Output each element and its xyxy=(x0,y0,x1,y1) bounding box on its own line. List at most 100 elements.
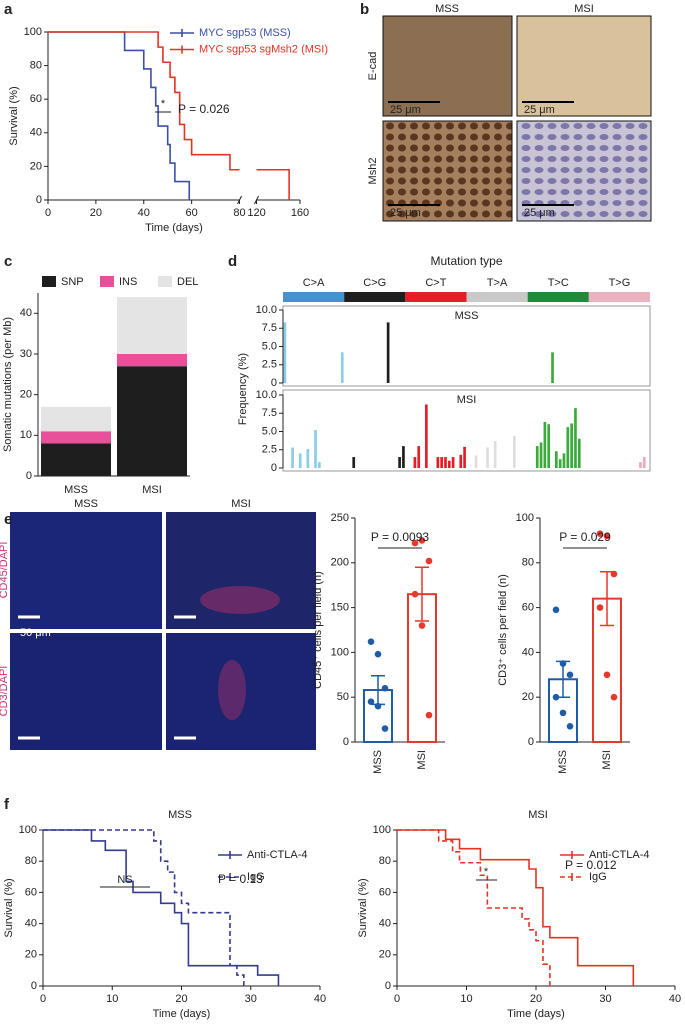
data-point xyxy=(418,537,426,544)
bar xyxy=(352,457,356,468)
panel-label: d xyxy=(228,253,237,270)
x-tick-label: 80 xyxy=(233,207,245,219)
bar xyxy=(535,446,539,468)
x-axis-label: Time (days) xyxy=(153,1008,211,1020)
data-point xyxy=(603,532,611,540)
y-tick-label: 80 xyxy=(522,557,534,569)
bar xyxy=(512,435,516,468)
bar xyxy=(451,457,455,468)
y-tick-label: 20 xyxy=(20,389,32,401)
y-tick-label: 7.5 xyxy=(262,407,277,419)
group-strip xyxy=(344,292,406,302)
bar xyxy=(402,446,405,468)
data-point xyxy=(411,590,419,598)
image xyxy=(10,512,162,629)
data-point xyxy=(603,671,611,679)
row-label: E-cad xyxy=(367,52,379,81)
x-tick-label: 0 xyxy=(394,993,400,1005)
x-axis-label: Time (days) xyxy=(507,1008,565,1020)
chart-title: Mutation type xyxy=(430,254,502,268)
data-point xyxy=(418,622,426,629)
x-tick-label: MSS xyxy=(372,750,384,774)
y-tick-label: 0 xyxy=(271,377,277,389)
image xyxy=(166,633,316,750)
panel-e-images: 50 μm MSS MSI CD45/DAPI CD3/DAPI xyxy=(0,498,316,750)
y-axis-label: Somatic mutations (per Mb) xyxy=(2,317,14,452)
group-label: C>T xyxy=(425,277,446,289)
x-tick-label: 160 xyxy=(291,207,309,219)
y-tick-label: 100 xyxy=(331,646,349,658)
bar xyxy=(398,457,401,468)
bar-segment xyxy=(117,354,187,367)
y-tick-label: 200 xyxy=(331,557,349,569)
legend-label: Anti-CTLA-4 xyxy=(589,849,650,861)
y-axis-label: Survival (%) xyxy=(357,878,369,937)
bar xyxy=(436,457,440,468)
scale-label: 25 μm xyxy=(390,207,421,219)
y-tick-label: 60 xyxy=(25,886,37,898)
group-strip xyxy=(405,292,467,302)
panel-label: c xyxy=(4,253,12,270)
bar xyxy=(547,424,551,468)
bar-segment xyxy=(117,297,187,354)
y-tick-label: 100 xyxy=(516,512,534,524)
data-point xyxy=(596,604,604,611)
significance: * xyxy=(161,98,166,110)
panel-label: f xyxy=(4,796,10,813)
bar xyxy=(566,427,570,468)
data-point xyxy=(552,693,560,701)
survival-curve xyxy=(43,829,280,986)
data-point xyxy=(566,671,574,679)
legend-label: SNP xyxy=(61,276,84,288)
x-tick-label: MSS xyxy=(557,750,569,774)
bar xyxy=(298,453,302,468)
scale-label: 25 μm xyxy=(390,104,421,116)
x-tick-label: 60 xyxy=(186,207,198,219)
bar xyxy=(642,457,646,468)
y-tick-label: 10.0 xyxy=(256,304,277,316)
y-tick-label: 20 xyxy=(25,949,37,961)
bar xyxy=(444,457,447,468)
row-label: Msh2 xyxy=(367,158,379,185)
y-tick-label: 2.5 xyxy=(262,359,277,371)
row-label: CD3/DAPI xyxy=(0,666,10,717)
image xyxy=(10,633,162,750)
p-value: P = 0.0093 xyxy=(371,530,429,544)
panel-label: b xyxy=(360,1,369,18)
bar xyxy=(447,460,451,468)
subplot-label: MSS xyxy=(455,310,479,322)
p-value: P = 0.029 xyxy=(559,530,611,544)
bar-segment xyxy=(41,406,111,432)
survival-curve xyxy=(43,829,245,986)
y-tick-label: 10.0 xyxy=(256,389,277,401)
data-point xyxy=(367,698,375,705)
survival-curve xyxy=(397,829,635,986)
data-point xyxy=(552,606,560,614)
bar xyxy=(639,462,642,468)
bar xyxy=(543,422,547,468)
y-tick-label: 10 xyxy=(20,429,32,441)
bar-segment xyxy=(41,431,111,444)
group-strip xyxy=(527,292,589,302)
significance: NS xyxy=(117,874,132,886)
bar xyxy=(386,322,390,383)
y-tick-label: 20 xyxy=(379,949,391,961)
row-label: CD45/DAPI xyxy=(0,542,10,599)
y-tick-label: 0 xyxy=(36,194,42,206)
x-tick-label: 40 xyxy=(138,207,150,219)
bar xyxy=(551,352,554,383)
y-tick-label: 60 xyxy=(30,93,42,105)
bar xyxy=(459,454,463,468)
bar xyxy=(555,451,558,468)
bar xyxy=(562,453,566,468)
survival-curve xyxy=(48,31,290,200)
y-tick-label: 80 xyxy=(30,60,42,72)
legend-label: DEL xyxy=(177,276,198,288)
stain xyxy=(200,586,280,614)
legend-swatch xyxy=(158,276,172,287)
y-tick-label: 150 xyxy=(331,602,349,614)
bar xyxy=(291,447,294,468)
legend-label: Anti-CTLA-4 xyxy=(247,849,308,861)
y-tick-label: 100 xyxy=(373,824,391,836)
data-point xyxy=(566,723,574,730)
